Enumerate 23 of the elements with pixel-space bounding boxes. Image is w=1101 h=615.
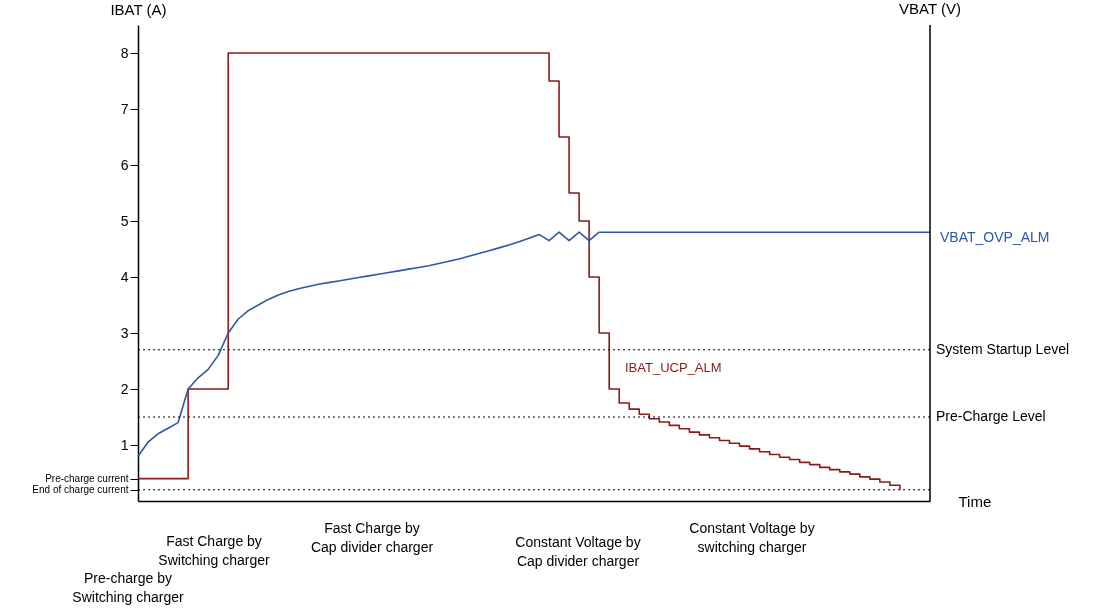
y-tick-label: 4 <box>120 268 129 285</box>
y-tick-label: Pre-charge current <box>45 473 129 485</box>
x-axis-title: Time <box>958 492 992 510</box>
y-tick-label: End of charge current <box>32 484 129 496</box>
text: VBAT_OVP_ALM <box>940 229 1050 245</box>
y-axis-title: IBAT (A) <box>110 0 167 18</box>
y-tick-label: 7 <box>120 100 129 117</box>
text: Fast Charge by Switching charger <box>158 533 270 568</box>
ref-line-label: System Startup Level <box>936 340 1070 357</box>
y-tick-label: 8 <box>120 44 129 61</box>
y-tick-label: 5 <box>120 212 129 229</box>
line-series <box>137 231 931 457</box>
text: Constant Voltage by Cap divider charger <box>515 534 641 569</box>
text: Pre-charge by Switching charger <box>72 570 184 605</box>
annotation: IBAT_UCP_ALM <box>625 360 722 375</box>
y2-axis-title: VBAT (V) <box>899 0 961 17</box>
y-tick-label: 1 <box>120 436 129 453</box>
y-tick-label: 3 <box>120 324 129 341</box>
text: Fast Charge by Cap divider charger <box>310 520 434 555</box>
y-tick-label: 6 <box>120 156 129 173</box>
text: Constant Voltage by switching charger <box>689 520 815 555</box>
y-tick-label: 2 <box>120 380 129 397</box>
ref-line-label: Pre-Charge Level <box>936 408 1046 424</box>
